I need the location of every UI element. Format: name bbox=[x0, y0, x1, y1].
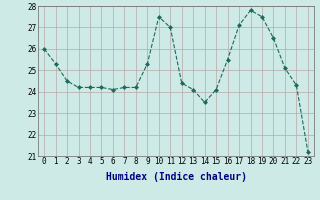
X-axis label: Humidex (Indice chaleur): Humidex (Indice chaleur) bbox=[106, 172, 246, 182]
